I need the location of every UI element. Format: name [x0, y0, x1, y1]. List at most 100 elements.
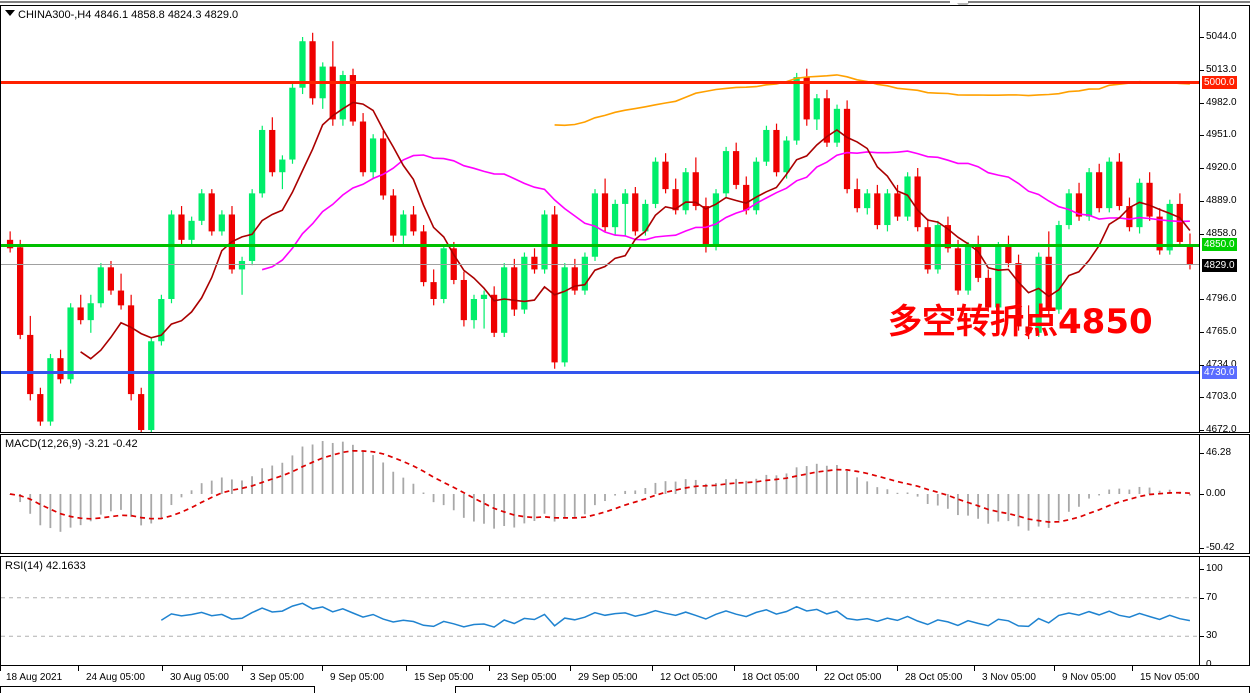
candle-body — [561, 267, 568, 363]
candle-body — [642, 203, 649, 232]
macd-histogram-bar — [624, 490, 627, 494]
candle-body — [269, 129, 276, 173]
macd-plot-area[interactable] — [1, 435, 1199, 553]
macd-histogram-bar — [483, 494, 485, 524]
candle-body — [924, 227, 931, 270]
candle-body — [732, 151, 740, 185]
candle-body — [813, 98, 820, 120]
candle-body — [974, 246, 982, 278]
candle-body — [501, 267, 508, 333]
macd-axis[interactable]: 46.28 0.00 -50.42 — [1199, 435, 1249, 553]
macd-histogram-bar — [69, 494, 72, 528]
candle-body — [390, 195, 397, 236]
rsi-canvas — [1, 597, 1199, 637]
macd-histogram-bar — [523, 494, 526, 524]
candle-body — [1095, 172, 1103, 209]
price-axis[interactable]: 5044.0 5013.0 4982.0 4951.0 4920.0 4889.0 4858… — [1199, 6, 1249, 435]
macd-histogram-bar — [967, 494, 969, 516]
candle-body — [410, 214, 417, 232]
bottom-panel-left — [0, 686, 315, 693]
hline-support-4730[interactable] — [1, 371, 1199, 374]
rsi-tick — [1200, 665, 1204, 666]
window-top-strip — [0, 0, 1250, 4]
macd-histogram-bar — [805, 466, 808, 494]
macd-histogram-bar — [382, 462, 385, 494]
price-tick — [1200, 299, 1204, 300]
price-tick-label: 4982.0 — [1206, 96, 1237, 108]
candle-body — [218, 214, 225, 232]
candle-body — [712, 193, 720, 247]
macd-pane[interactable]: 46.28 0.00 -50.42 MACD(12,26,9) -3.21 -0.4… — [0, 434, 1250, 554]
price-pane[interactable]: 5044.0 5013.0 4982.0 4951.0 4920.0 4889.0 4858… — [0, 5, 1250, 435]
price-tag-4829.0[interactable]: 4829.0 — [1202, 259, 1237, 272]
macd-histogram-bar — [351, 444, 354, 494]
macd-histogram-bar — [220, 477, 223, 494]
time-tick — [1132, 666, 1133, 671]
candle-body — [1146, 182, 1153, 217]
candle-body — [57, 358, 64, 380]
candle-body — [238, 260, 246, 270]
candle-body — [1075, 193, 1083, 217]
rsi-tick — [1200, 569, 1204, 570]
rsi-pane[interactable]: 100 70 30 0 RSI(14) 42.1633 — [0, 556, 1250, 670]
macd-histogram-bar — [19, 494, 22, 503]
macd-histogram-bar — [936, 494, 939, 506]
rsi-axis[interactable]: 100 70 30 0 — [1199, 557, 1249, 670]
macd-histogram-bar — [866, 481, 869, 494]
macd-histogram-bar — [513, 494, 516, 528]
rsi-label: RSI(14) 42.1633 — [5, 560, 86, 572]
time-tick — [489, 666, 490, 671]
collapse-triangle-icon[interactable] — [5, 10, 15, 16]
macd-histogram-bar — [462, 494, 465, 518]
macd-label: MACD(12,26,9) -3.21 -0.42 — [5, 438, 138, 450]
candle-body — [97, 267, 104, 304]
candle-body — [541, 214, 548, 270]
rsi-plot-area[interactable] — [1, 557, 1199, 665]
candle-body — [480, 294, 488, 299]
price-tick-label: 4889.0 — [1206, 194, 1237, 206]
candle-body — [27, 334, 34, 395]
candle-body — [1035, 256, 1042, 333]
time-tick — [322, 666, 323, 671]
time-tick-label: 29 Sep 05:00 — [578, 672, 638, 683]
candle-body — [1156, 216, 1163, 251]
time-tick-label: 15 Sep 05:00 — [414, 672, 474, 683]
macd-histogram-bar — [109, 494, 112, 512]
macd-histogram-bar — [1007, 494, 1010, 522]
macd-histogram-bar — [1188, 494, 1191, 496]
price-tick — [1200, 135, 1204, 137]
hline-resistance-5000[interactable] — [1, 81, 1199, 84]
macd-histogram-bar — [634, 490, 637, 494]
macd-histogram-bar — [674, 481, 677, 494]
time-tick — [1054, 666, 1055, 671]
candle-body — [1015, 263, 1022, 327]
hline-pivot-4850[interactable] — [1, 244, 1199, 247]
macd-histogram-bar — [412, 483, 415, 494]
macd-histogram-bar — [261, 468, 264, 494]
macd-tick — [1200, 548, 1204, 549]
macd-histogram-bar — [503, 494, 506, 527]
macd-histogram-bar — [1108, 489, 1111, 494]
macd-histogram-bar — [664, 481, 667, 494]
time-tick — [974, 666, 975, 671]
price-tag-4730.0[interactable]: 4730.0 — [1202, 366, 1237, 379]
time-tick — [816, 666, 817, 671]
price-tick-label: 4796.0 — [1206, 293, 1237, 304]
macd-histogram-bar — [745, 480, 748, 494]
price-tag-5000.0[interactable]: 5000.0 — [1202, 76, 1237, 89]
macd-histogram-bar — [614, 494, 616, 496]
time-axis[interactable]: 18 Aug 2021 24 Aug 05:00 30 Aug 05:00 3 Sep… — [0, 666, 1250, 688]
macd-signal-line — [9, 449, 1190, 523]
price-tag-4850.0[interactable]: 4850.0 — [1202, 238, 1237, 251]
macd-histogram-bar — [180, 494, 183, 498]
time-tick-label: 23 Sep 05:00 — [497, 672, 557, 683]
hline-last-price-4829[interactable] — [1, 264, 1199, 265]
candle-body — [369, 138, 377, 173]
candle-body — [37, 394, 44, 422]
price-tick — [1200, 397, 1204, 399]
price-plot-area[interactable] — [1, 6, 1199, 432]
candle-body — [773, 129, 780, 173]
price-tick — [1200, 233, 1204, 235]
candle-body — [531, 256, 538, 270]
